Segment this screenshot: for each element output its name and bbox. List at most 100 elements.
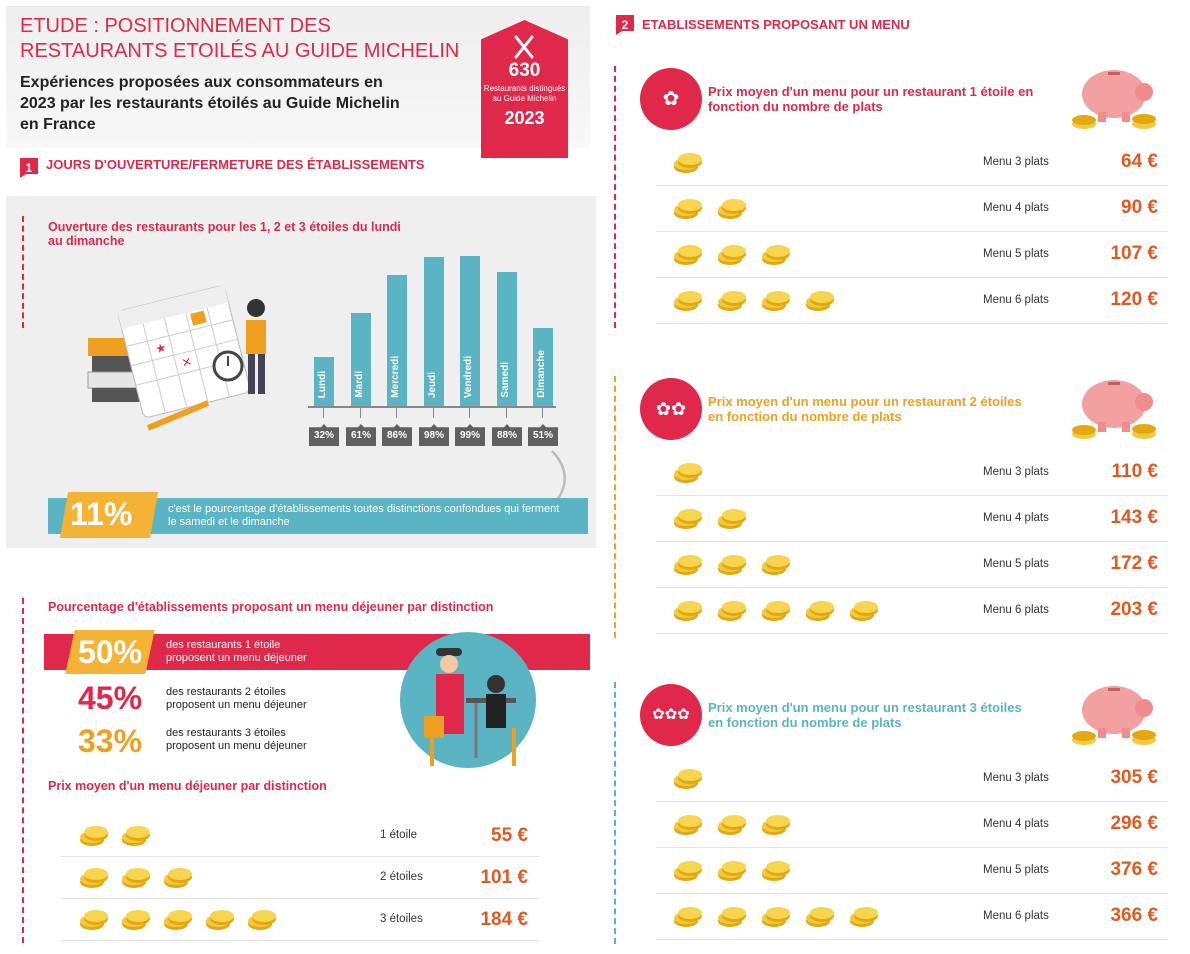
- chart-tick-label: Samedi: [500, 362, 511, 398]
- price-row-value: 120 €: [1110, 289, 1158, 310]
- row-divider: [656, 801, 1168, 802]
- svg-text:✕: ✕: [180, 354, 193, 370]
- coin-icon: [804, 599, 834, 621]
- chart-data-label: 88%: [492, 424, 522, 446]
- coin-icon: [848, 599, 878, 621]
- coin-icon: [78, 824, 108, 846]
- chart-bar: Mercredi: [387, 275, 407, 406]
- chart-stem: [396, 406, 397, 418]
- chart-data-label: 86%: [382, 424, 412, 446]
- chart-data-label: 32%: [309, 424, 339, 446]
- piggy-bank-icon: [1068, 64, 1158, 134]
- calendar-illustration: ★ ✕: [87, 284, 266, 431]
- price-row-label: Menu 5 plats: [983, 248, 1049, 260]
- coin-icon: [804, 905, 834, 927]
- chart-bar: Lundi: [314, 357, 334, 406]
- lunch-3-star-percent: 33%: [78, 723, 143, 759]
- price-row-value: 101 €: [480, 867, 528, 888]
- coin-icon: [672, 289, 702, 311]
- chart-tick-label: Mardi: [354, 371, 365, 398]
- coin-icon: [716, 813, 746, 835]
- coin-icon: [78, 908, 108, 930]
- lunch-1-star-line1: des restaurants 1 étoile: [166, 639, 281, 651]
- coin-icon: [78, 866, 108, 888]
- coin-icon: [716, 599, 746, 621]
- lunch-3-star-line2: proposent un menu déjeuner: [166, 740, 307, 752]
- row-divider: [656, 893, 1168, 894]
- cutlery-icon: [514, 35, 534, 59]
- row-divider: [656, 231, 1168, 232]
- coin-icon: [120, 866, 150, 888]
- coin-icon: [760, 905, 790, 927]
- coin-icon: [716, 243, 746, 265]
- badge-text: Restaurants distingués au Guide Michelin: [483, 84, 566, 103]
- chart-tick-label: Mercredi: [390, 356, 401, 398]
- lunch-2-star-percent: 45%: [78, 680, 143, 716]
- price-row-value: 184 €: [480, 909, 528, 930]
- price-row-label: Menu 3 plats: [983, 466, 1049, 478]
- price-row-label: Menu 4 plats: [983, 512, 1049, 524]
- coin-icon: [120, 908, 150, 930]
- row-divider: [656, 633, 1168, 634]
- chart-tick-label: Jeudi: [427, 371, 438, 398]
- badge-number: 630: [508, 60, 541, 81]
- distinction-star-icon: ✿✿✿: [640, 684, 702, 746]
- row-divider: [656, 495, 1168, 496]
- price-row-value: 366 €: [1110, 905, 1158, 926]
- coin-icon: [672, 813, 702, 835]
- row-divider: [656, 587, 1168, 588]
- price-row-value: 90 €: [1121, 197, 1158, 218]
- price-row-value: 64 €: [1121, 151, 1158, 172]
- menu-group-title: Prix moyen d'un menu pour un restaurant …: [708, 394, 1022, 424]
- price-row-label: Menu 6 plats: [983, 910, 1049, 922]
- coin-icon: [760, 813, 790, 835]
- row-divider: [656, 939, 1168, 940]
- price-row-value: 55 €: [491, 825, 528, 846]
- price-row-label: Menu 4 plats: [983, 818, 1049, 830]
- chart-stem: [360, 406, 361, 418]
- lunch-2-star-line2: proposent un menu déjeuner: [166, 699, 307, 711]
- piggy-bank-icon: [1068, 374, 1158, 444]
- section-number-2: 2: [616, 15, 634, 35]
- weekend-closure-percent: 11%: [70, 496, 133, 532]
- lunch-3-star-line1: des restaurants 3 étoiles: [166, 727, 286, 739]
- row-divider: [656, 323, 1168, 324]
- price-row-label: Menu 3 plats: [983, 772, 1049, 784]
- coin-icon: [760, 289, 790, 311]
- coin-icon: [716, 905, 746, 927]
- chart-stem: [506, 406, 507, 418]
- row-divider: [656, 541, 1168, 542]
- distinction-star-icon: ✿✿: [640, 378, 702, 440]
- chart-tick-label: Dimanche: [536, 350, 547, 398]
- coin-icon: [672, 151, 702, 173]
- chart-bar: Vendredi: [460, 255, 480, 406]
- price-row-value: 172 €: [1110, 553, 1158, 574]
- coin-icon: [716, 553, 746, 575]
- chart-data-label: 99%: [455, 424, 485, 446]
- svg-text:★: ★: [154, 340, 168, 356]
- chart-bar: Dimanche: [533, 328, 553, 406]
- price-row-label: Menu 4 plats: [983, 202, 1049, 214]
- divider-line: [22, 598, 24, 943]
- divider-line: [22, 216, 24, 328]
- chart-tick-label: Lundi: [317, 370, 328, 398]
- price-row-value: 305 €: [1110, 767, 1158, 788]
- coin-icon: [672, 461, 702, 483]
- coin-icon: [120, 824, 150, 846]
- coin-icon: [804, 289, 834, 311]
- coin-icon: [760, 859, 790, 881]
- coin-icon: [716, 507, 746, 529]
- lunch-price-title: Prix moyen d'un menu déjeuner par distin…: [48, 779, 327, 793]
- coin-icon: [760, 553, 790, 575]
- coin-icon: [204, 908, 234, 930]
- coin-icon: [672, 243, 702, 265]
- row-divider: [60, 898, 540, 899]
- chart-data-label: 51%: [528, 424, 558, 446]
- chart-data-label: 61%: [346, 424, 376, 446]
- price-row-value: 107 €: [1110, 243, 1158, 264]
- lunch-2-star-line1: des restaurants 2 étoiles: [166, 686, 286, 698]
- coin-icon: [672, 599, 702, 621]
- chart-stem: [433, 406, 434, 418]
- coin-icon: [716, 289, 746, 311]
- divider-line: [614, 376, 616, 638]
